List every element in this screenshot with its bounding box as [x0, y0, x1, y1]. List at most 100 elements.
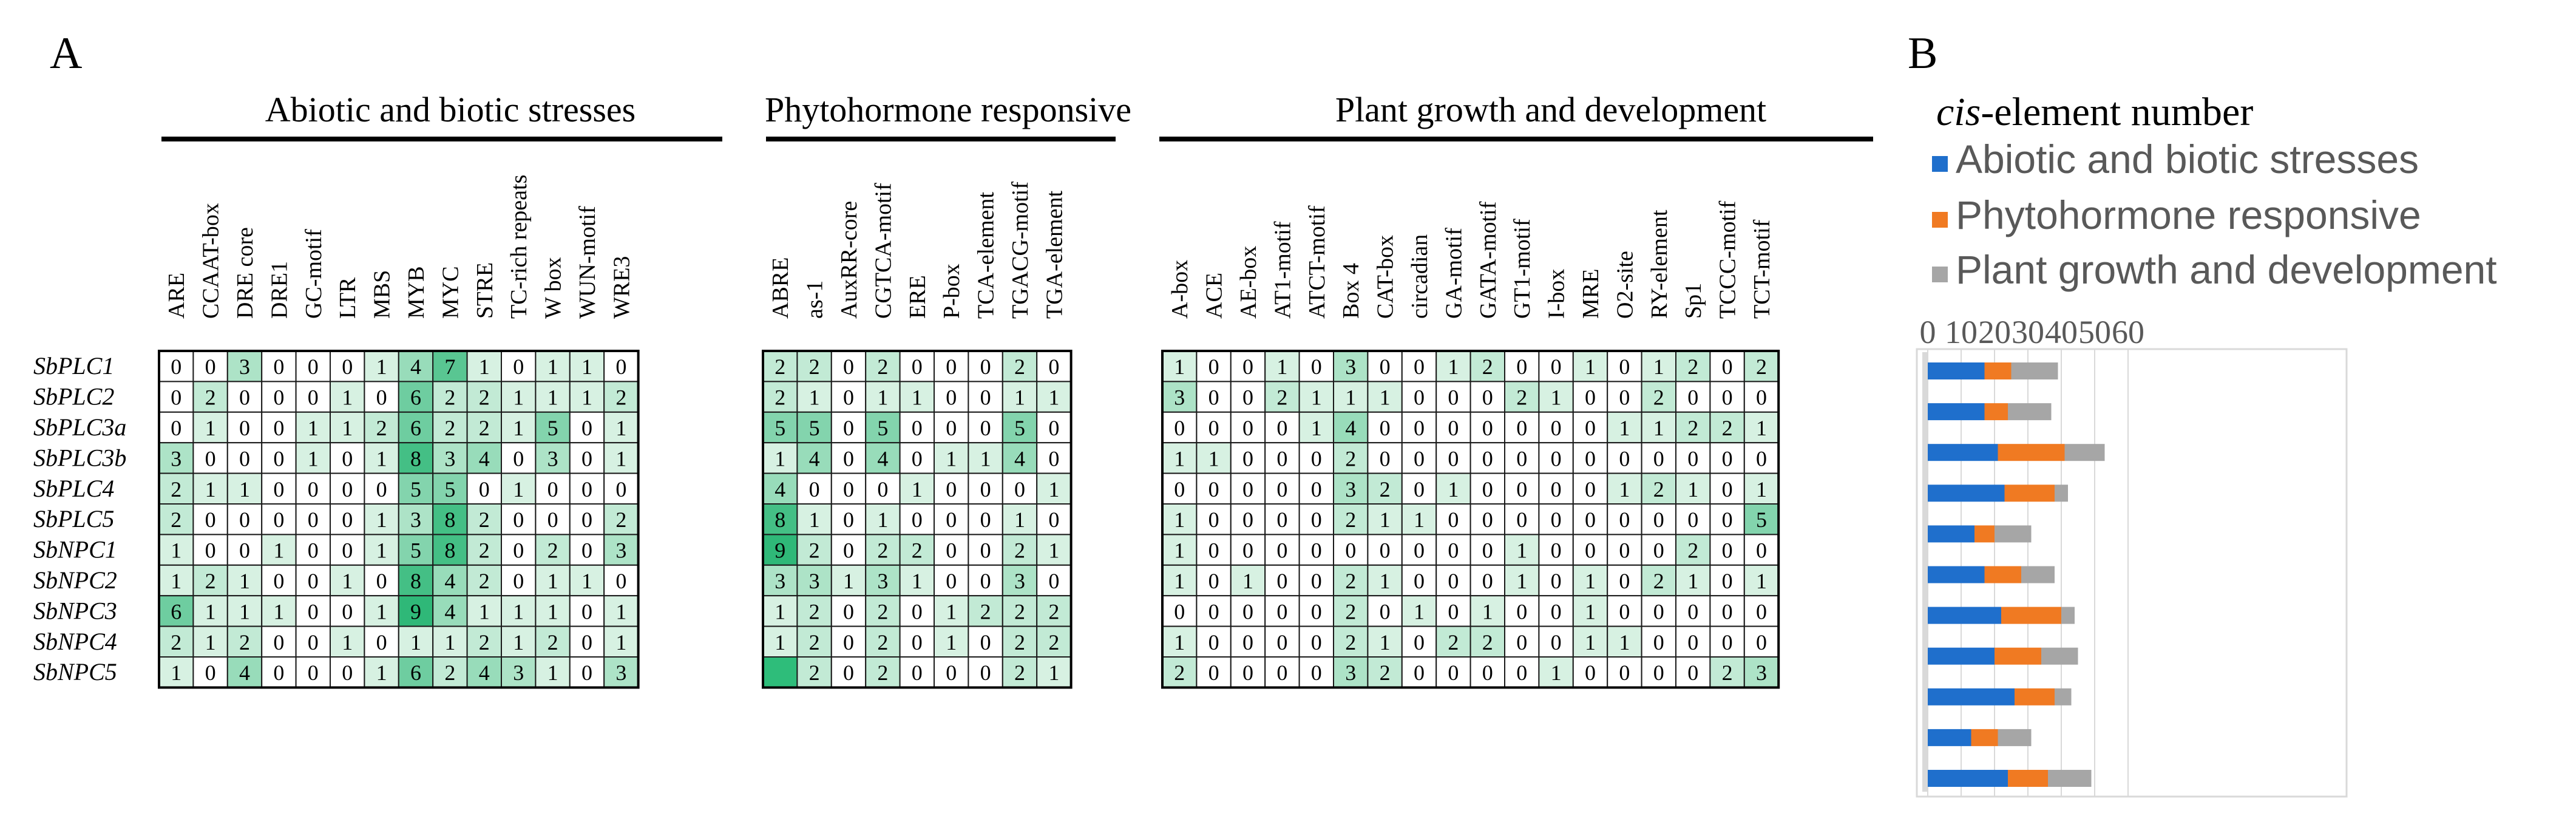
cell-value: 1 — [912, 386, 923, 410]
gene-label: SbNPC5 — [33, 658, 117, 685]
cell-value: 1 — [1551, 661, 1562, 685]
element-label: I-box — [1544, 269, 1570, 319]
cell-value: 0 — [581, 630, 592, 654]
cell-value: 0 — [308, 630, 319, 654]
cell-value: 0 — [1756, 386, 1767, 410]
cell-value: 2 — [1722, 661, 1733, 685]
cell-value: 1 — [479, 599, 490, 624]
heatmap-cell — [762, 595, 798, 627]
heatmap-cell — [569, 534, 605, 566]
heatmap-cell — [398, 625, 434, 658]
heatmap-cell — [865, 656, 901, 688]
cell-value: 1 — [1516, 569, 1527, 593]
cell-value: 0 — [1276, 477, 1287, 501]
cell-value: 1 — [581, 386, 592, 410]
heatmap-cell — [432, 564, 468, 597]
heatmap-cell — [466, 381, 502, 413]
heatmap-cell — [261, 411, 297, 444]
cell-value: 1 — [615, 630, 626, 654]
cell-value: 0 — [1482, 386, 1493, 410]
heatmap-cell — [796, 595, 832, 627]
cell-value: 0 — [1208, 661, 1219, 685]
cell-value: 1 — [376, 539, 387, 563]
cell-value: 0 — [980, 661, 991, 685]
cell-value: 0 — [946, 355, 957, 379]
cell-value: 0 — [1585, 446, 1596, 471]
element-label: AuxRR-core — [836, 201, 862, 319]
cell-value: 0 — [1482, 661, 1493, 685]
heatmap-cell — [364, 595, 399, 627]
cell-value: 0 — [1208, 355, 1219, 379]
cell-value: 1 — [1448, 355, 1459, 379]
heatmap-cell — [501, 564, 537, 597]
heatmap-cell — [1709, 656, 1745, 688]
cell-value: 2 — [1014, 630, 1025, 654]
heatmap-cell — [226, 503, 263, 536]
cell-value: 0 — [946, 386, 957, 410]
cell-value: 0 — [342, 599, 353, 624]
element-label: MYC — [438, 266, 463, 319]
cell-value: 3 — [615, 539, 626, 563]
cell-value: 1 — [205, 477, 216, 501]
cell-value: 0 — [1722, 599, 1733, 624]
cell-value: 3 — [513, 661, 524, 685]
heatmap-cell — [1538, 625, 1574, 658]
cell-value: 1 — [774, 599, 785, 624]
heatmap-cell — [899, 625, 935, 658]
heatmap-cell — [261, 381, 297, 413]
cell-value: 2 — [877, 599, 888, 624]
chart-title-rest: -element number — [1981, 90, 2253, 134]
gene-label: SbPLC3a — [33, 413, 126, 441]
heatmap-cell — [1298, 503, 1335, 536]
cell-value: 0 — [1208, 477, 1219, 501]
heatmap-cell — [1230, 595, 1266, 627]
cell-value: 2 — [1653, 386, 1664, 410]
cell-value: 0 — [1619, 446, 1630, 471]
cell-value: 0 — [308, 599, 319, 624]
cell-value: 0 — [980, 355, 991, 379]
cell-value: 3 — [239, 355, 250, 379]
cell-value: 0 — [1722, 355, 1733, 379]
bar-segment-phytohormone — [2008, 770, 2048, 787]
cell-value: 2 — [1448, 630, 1459, 654]
heatmap-cell — [432, 411, 468, 444]
element-label: ERE — [905, 275, 930, 319]
cell-value: 0 — [1414, 569, 1425, 593]
heatmap-cell — [968, 472, 1003, 505]
gene-label: SbNPC3 — [33, 597, 117, 624]
cell-value: 1 — [444, 630, 455, 654]
cell-value: 2 — [1174, 661, 1185, 685]
cell-value: 1 — [547, 599, 558, 624]
cell-value: 0 — [843, 599, 854, 624]
cell-value: 2 — [1014, 599, 1025, 624]
bar-segment-stress — [1928, 729, 1971, 746]
heatmap-cell — [934, 625, 969, 658]
heatmap-cell — [535, 595, 571, 627]
cell-value: 0 — [1551, 477, 1562, 501]
bar-segment-phytohormone — [1984, 362, 2012, 379]
heatmap-cell — [1367, 411, 1403, 444]
heatmap-cell — [934, 442, 969, 474]
cell-value: 0 — [1482, 477, 1493, 501]
bar-segment-growth — [2055, 484, 2068, 502]
cell-value: 0 — [980, 569, 991, 593]
heatmap-cell — [466, 656, 502, 688]
heatmap-cell — [1435, 350, 1471, 382]
cell-value: 0 — [912, 416, 923, 440]
element-label: TCA-element — [974, 192, 999, 319]
cell-value: 0 — [1551, 630, 1562, 654]
heatmap-cell — [466, 411, 502, 444]
element-label: W box — [541, 257, 566, 319]
cell-value: 2 — [1014, 661, 1025, 685]
cell-value: 1 — [1208, 446, 1219, 471]
cell-value: 2 — [980, 599, 991, 624]
cell-value: 1 — [1048, 386, 1059, 410]
cell-value: 1 — [1311, 386, 1322, 410]
cell-value: 1 — [1585, 599, 1596, 624]
cell-value: 1 — [1242, 569, 1253, 593]
cell-value: 2 — [479, 630, 490, 654]
cell-value: 1 — [376, 446, 387, 471]
element-label: GC-motif — [301, 229, 327, 319]
element-label: GA-motif — [1441, 228, 1466, 319]
cell-value: 6 — [410, 661, 421, 685]
